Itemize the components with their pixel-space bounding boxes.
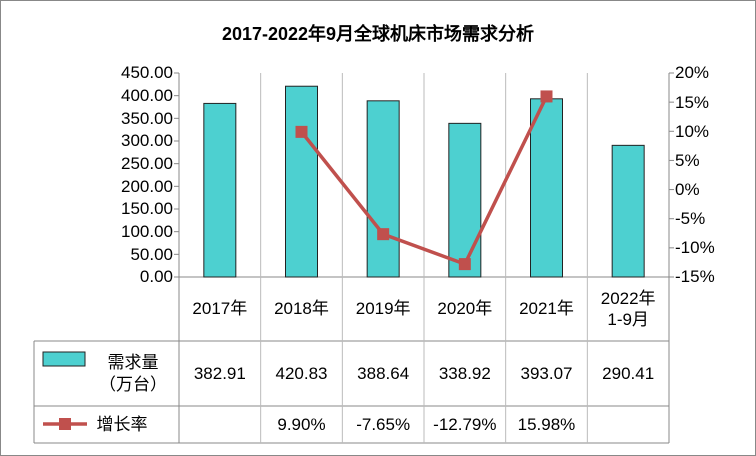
chart-title: 2017-2022年9月全球机床市场需求分析 (221, 23, 535, 44)
marker (540, 90, 553, 103)
bar (285, 85, 318, 278)
y2-tick-label: -5% (675, 209, 706, 229)
category-label: 2017年 (192, 299, 248, 319)
table-value: 15.98% (517, 414, 576, 434)
category-label: 2020年 (437, 299, 493, 319)
y-tick-label: 450.00 (121, 63, 173, 83)
bar (530, 98, 563, 278)
table-value: -12.79% (433, 414, 497, 434)
legend-label: 需求量 （万台） (99, 353, 167, 394)
legend-label: 增长率 (96, 414, 148, 434)
marker (458, 258, 471, 271)
table-value: 388.64 (357, 363, 410, 383)
legend-swatch (42, 351, 86, 367)
marker (295, 125, 308, 138)
table-value: 382.91 (193, 363, 246, 383)
category-label: 2019年 (355, 299, 411, 319)
y-tick-label: 300.00 (121, 131, 173, 151)
y2-tick-label: 0% (675, 179, 700, 199)
y-tick-label: 350.00 (121, 108, 173, 128)
y-tick-label: 200.00 (121, 176, 173, 196)
y2-tick-label: 5% (675, 150, 700, 170)
category-label: 2021年 (519, 299, 574, 319)
table-value: 290.41 (602, 363, 655, 383)
table-value: -7.65% (356, 414, 411, 434)
y2-tick-label: 20% (675, 63, 710, 83)
y-tick-label: 150.00 (121, 199, 173, 219)
table-value: 393.07 (520, 363, 573, 383)
table-value: 338.92 (438, 363, 491, 383)
table-value: 420.83 (275, 363, 328, 383)
line (300, 95, 549, 267)
bar (448, 122, 482, 278)
y-tick-label: 400.00 (121, 86, 173, 106)
marker (377, 228, 390, 241)
bar (366, 100, 400, 278)
bar (203, 102, 237, 278)
y2-tick-label: -10% (675, 238, 715, 258)
y-tick-label: 250.00 (121, 154, 173, 174)
legend-marker (59, 418, 71, 430)
table-value: 9.90% (277, 414, 326, 434)
bar (611, 144, 645, 278)
y2-tick-label: -15% (675, 267, 715, 287)
y2-tick-label: 10% (675, 121, 710, 141)
category-label: 2022年 1-9月 (600, 288, 656, 329)
category-label: 2018年 (274, 299, 329, 319)
y-tick-label: 0.00 (139, 267, 173, 287)
y-tick-label: 100.00 (121, 222, 173, 242)
y-tick-label: 50.00 (130, 244, 173, 264)
y2-tick-label: 15% (675, 92, 710, 112)
